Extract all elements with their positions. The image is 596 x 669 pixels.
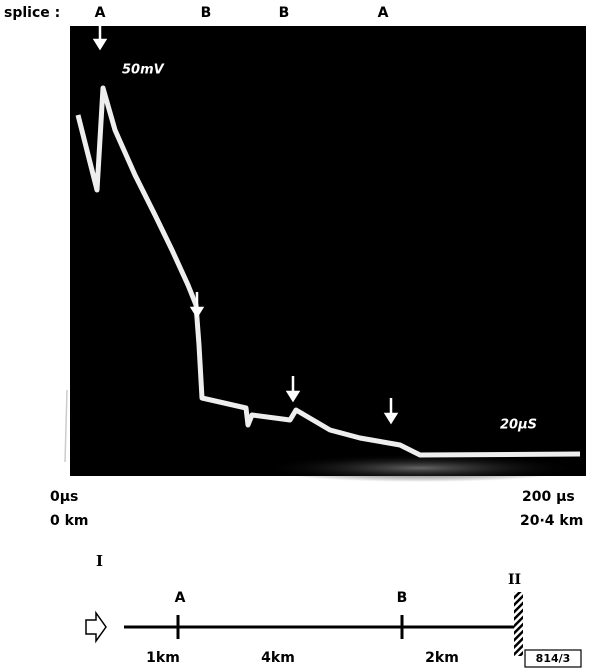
trace bbox=[75, 85, 581, 458]
screen-glow bbox=[260, 454, 580, 482]
splice-mark: B bbox=[279, 5, 290, 21]
start-distance: 0 km bbox=[50, 513, 89, 529]
end-time: 200 µs bbox=[522, 489, 575, 505]
splice-mark: A bbox=[378, 5, 389, 21]
vertical-scale: 50mV bbox=[122, 63, 165, 78]
end-right: II bbox=[508, 572, 521, 588]
splice-mark: A bbox=[95, 5, 106, 21]
splice-mark: B bbox=[201, 5, 212, 21]
end-distance: 20·4 km bbox=[520, 513, 583, 529]
splice-label: A bbox=[175, 590, 186, 606]
figure-id-box bbox=[524, 649, 582, 668]
segment-length: 4km bbox=[261, 650, 295, 666]
start-time: 0µs bbox=[50, 489, 78, 505]
end-left: I bbox=[96, 552, 103, 570]
cable-end-wall bbox=[514, 592, 523, 656]
splice-label: splice : bbox=[4, 5, 60, 21]
splice-label: B bbox=[397, 590, 408, 606]
scope-screen bbox=[70, 26, 586, 476]
splice-arrows bbox=[92, 26, 399, 425]
start-pulse bbox=[64, 389, 68, 463]
segment-length: 1km bbox=[146, 650, 180, 666]
time-scale: 20µS bbox=[500, 418, 537, 433]
segment-length: 2km bbox=[425, 650, 459, 666]
figure-id: 814/3 bbox=[536, 652, 571, 665]
input-arrow bbox=[85, 610, 107, 644]
